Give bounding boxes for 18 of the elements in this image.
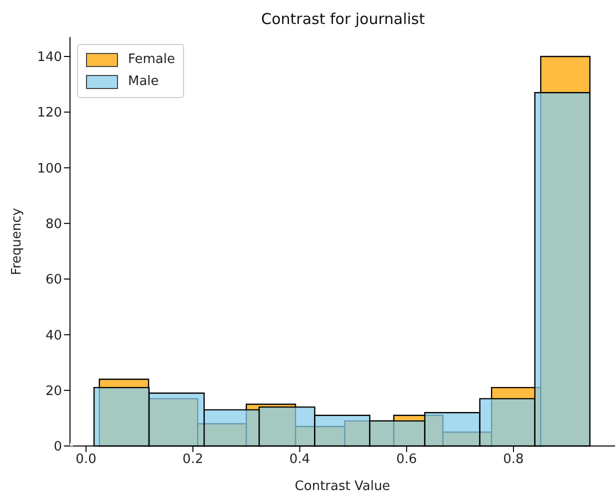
y-tick-label: 120	[37, 106, 62, 121]
x-tick-label: 0.2	[182, 452, 204, 468]
x-tick-label: 0.0	[76, 452, 96, 468]
y-tick-label: 0	[54, 440, 62, 455]
y-tick-label: 100	[37, 161, 62, 176]
y-axis-title: Frequency	[10, 208, 25, 276]
legend-label: Female	[128, 51, 176, 69]
y-tick-label: 40	[45, 328, 62, 344]
y-tick-label: 20	[45, 384, 62, 399]
legend-label: Male	[128, 73, 159, 91]
x-axis-title: Contrast Value	[294, 479, 390, 494]
chart-title: Contrast for journalist	[260, 10, 426, 28]
x-tick-label: 0.4	[289, 452, 310, 468]
y-tick-label: 60	[45, 272, 62, 288]
x-tick-label: 0.6	[396, 452, 417, 468]
y-tick-label: 140	[37, 50, 62, 66]
x-tick-label: 0.8	[503, 452, 524, 468]
y-tick-label: 80	[45, 217, 62, 232]
